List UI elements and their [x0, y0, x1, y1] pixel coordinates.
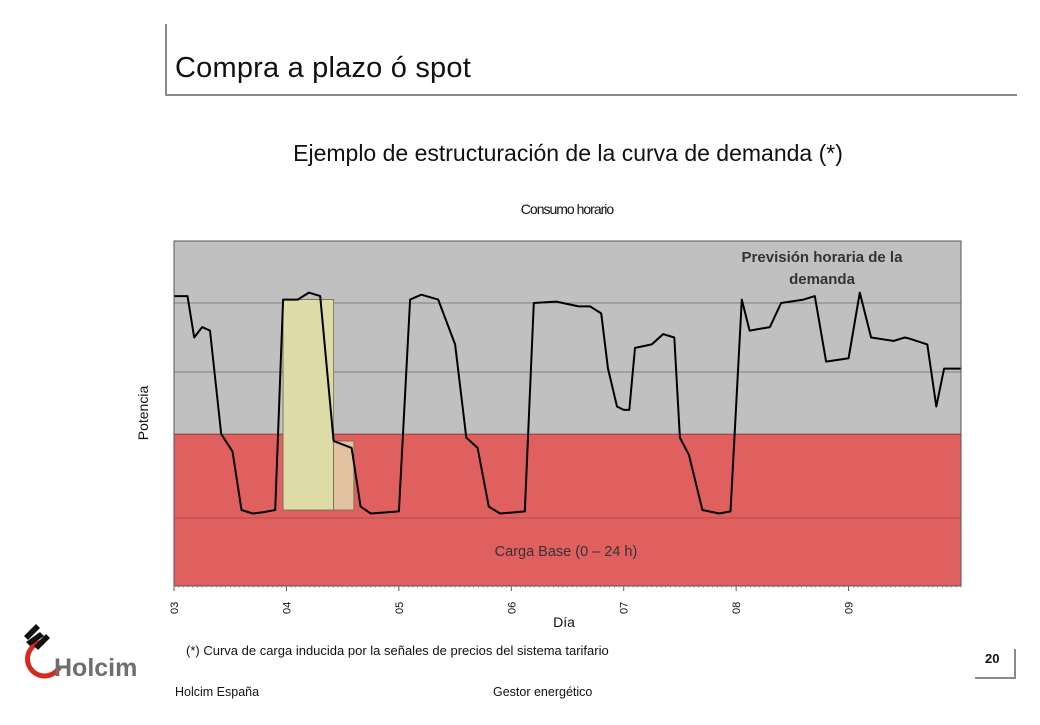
page-number: 20	[985, 651, 1000, 666]
footer-department: Gestor energético	[493, 685, 593, 699]
shift-block-yellow	[282, 299, 335, 511]
x-tick-label: 04	[281, 602, 293, 614]
x-tick-label: 05	[394, 602, 406, 614]
footnote: (*) Curva de carga inducida por la señal…	[186, 643, 609, 658]
x-tick-label: 06	[506, 602, 518, 614]
logo-mark-icon	[24, 624, 50, 650]
holcim-logo: Holcim	[24, 624, 137, 682]
x-tick-label: 08	[731, 602, 743, 614]
page-number-rule-vertical	[1014, 649, 1016, 679]
x-tick-label: 09	[844, 602, 856, 614]
forecast-label-line2: demanda	[789, 271, 856, 288]
page-number-rule-horizontal	[975, 677, 1016, 679]
page-subtitle: Ejemplo de estructuración de la curva de…	[293, 140, 843, 166]
forecast-label-line1: Previsión horaria de la	[742, 249, 904, 266]
logo-wordmark: Holcim	[54, 654, 137, 682]
title-rule-vertical	[165, 24, 167, 96]
page-title: Compra a plazo ó spot	[175, 52, 471, 84]
x-tick-label: 03	[169, 602, 181, 614]
shift-block-peach	[333, 440, 355, 511]
footer-company: Holcim España	[175, 685, 260, 699]
y-axis-title: Potencia	[135, 386, 151, 441]
base-load-label: Carga Base (0 – 24 h)	[495, 544, 638, 560]
logo-ring-icon	[25, 639, 63, 679]
title-rule-horizontal	[165, 94, 1017, 96]
chart-title: Consumo horario	[521, 201, 615, 217]
x-tick-label: 07	[619, 602, 631, 614]
demand-curve	[174, 291, 961, 515]
x-axis-title: Día	[553, 614, 575, 630]
